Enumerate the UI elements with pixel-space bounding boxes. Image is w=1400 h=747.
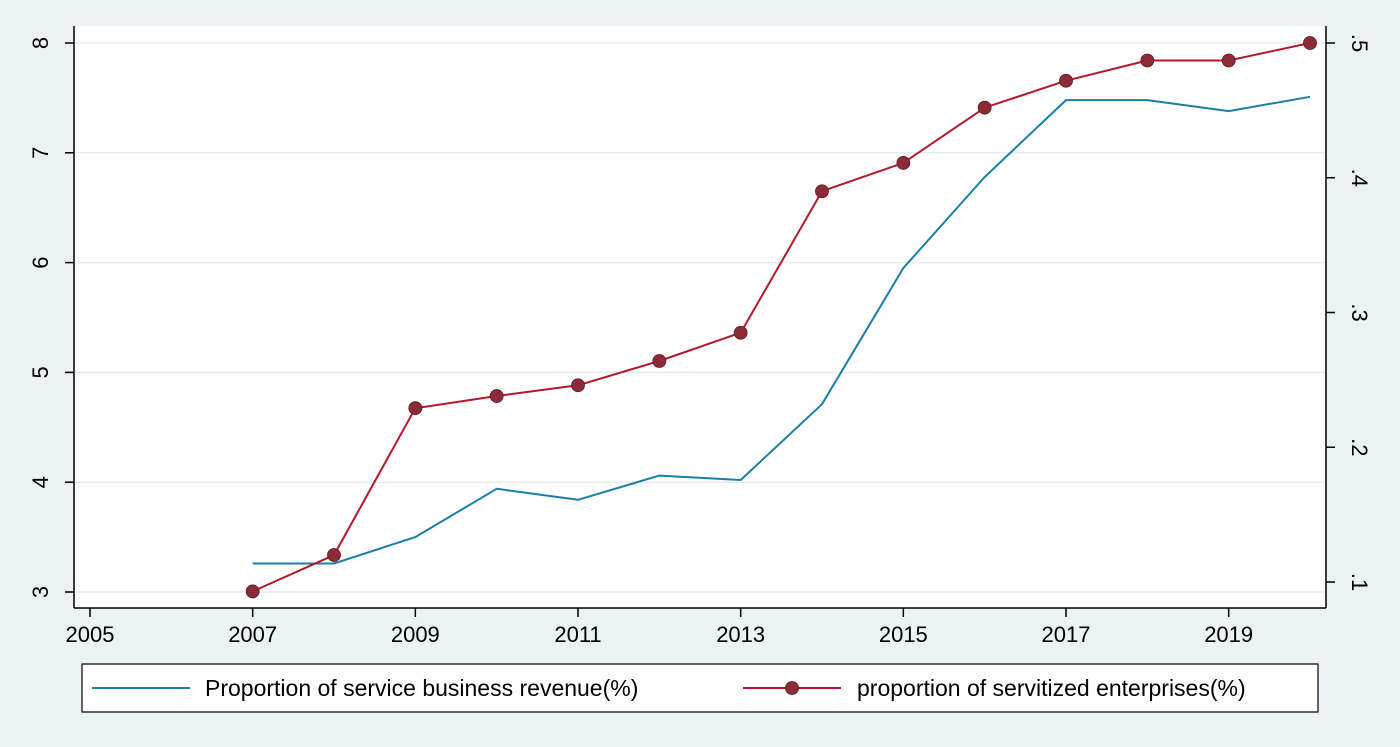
series-2-point-2009 (408, 401, 423, 416)
x-tick-label-2007: 2007 (228, 622, 277, 647)
series-2-point-2019 (1221, 53, 1236, 68)
series-2-point-2014 (815, 184, 829, 199)
y-left-tick-label-8: 8 (28, 37, 53, 49)
series-2-point-2010 (489, 389, 504, 403)
series-2-point-2013 (733, 325, 748, 340)
series-2-point-2015 (896, 156, 911, 170)
legend-label-1: Proportion of service business revenue(%… (205, 675, 638, 701)
y-right-tick-label-.1: .1 (1347, 573, 1372, 591)
legend-box (81, 663, 1319, 713)
y-right-tick-label-.4: .4 (1347, 169, 1372, 187)
x-tick-label-2005: 2005 (66, 622, 115, 647)
series-2-point-2020 (1303, 36, 1317, 50)
series-line-2 (252, 42, 1311, 593)
series-2-point-2011 (571, 378, 585, 393)
series-layer (245, 36, 1317, 599)
series-2-point-2008 (327, 548, 341, 562)
series-2-point-2018 (1140, 53, 1155, 68)
axes: 2005 2007 2009 2011 2013 2015 2017 2019 3 4 5 6 7 8 .1… (28, 26, 1372, 647)
y-right-tick-label-.3: .3 (1347, 303, 1372, 321)
plot-area (74, 26, 1326, 608)
series-line-1 (252, 95, 1311, 565)
gridlines (74, 42, 1326, 593)
legend: Proportion of service business revenue(%… (81, 663, 1319, 713)
series-2-point-2017 (1059, 73, 1073, 88)
x-tick-label-2019: 2019 (1204, 622, 1253, 647)
y-left-tick-label-5: 5 (28, 366, 53, 378)
y-right-tick-label-.2: .2 (1347, 438, 1372, 456)
y-right-tick-label-.5: .5 (1347, 34, 1372, 52)
x-tick-label-2017: 2017 (1042, 622, 1091, 647)
x-tick-label-2015: 2015 (879, 622, 928, 647)
y-left-tick-label-3: 3 (28, 586, 53, 598)
legend-marker-2 (785, 681, 799, 695)
x-tick-label-2009: 2009 (391, 622, 440, 647)
x-tick-label-2013: 2013 (716, 622, 765, 647)
legend-label-2: proportion of servitized enterprises(%) (857, 675, 1246, 701)
y-left-tick-label-4: 4 (28, 476, 53, 488)
series-2-point-2007 (245, 584, 260, 599)
x-tick-label-2011: 2011 (554, 622, 601, 647)
series-2-point-2012 (652, 354, 667, 368)
y-left-tick-label-6: 6 (28, 256, 53, 268)
y-left-tick-label-7: 7 (28, 147, 53, 159)
series-2-point-2016 (977, 100, 992, 115)
